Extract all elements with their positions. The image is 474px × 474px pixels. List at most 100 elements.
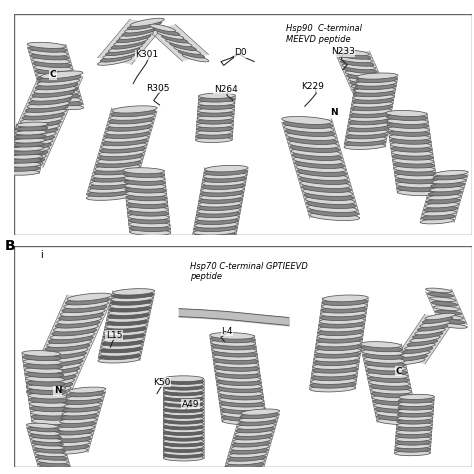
Polygon shape <box>310 298 368 389</box>
Ellipse shape <box>377 419 418 425</box>
Ellipse shape <box>60 309 105 317</box>
Ellipse shape <box>102 138 147 146</box>
Ellipse shape <box>13 138 46 143</box>
Ellipse shape <box>428 191 462 196</box>
Ellipse shape <box>110 299 153 305</box>
Ellipse shape <box>399 398 434 403</box>
Ellipse shape <box>362 349 403 356</box>
Ellipse shape <box>18 120 61 128</box>
Ellipse shape <box>104 329 146 336</box>
Ellipse shape <box>348 122 389 128</box>
Ellipse shape <box>339 57 373 63</box>
Text: i: i <box>40 250 43 260</box>
Ellipse shape <box>213 354 257 361</box>
Ellipse shape <box>203 176 246 182</box>
Ellipse shape <box>164 449 204 456</box>
Ellipse shape <box>199 197 242 203</box>
Ellipse shape <box>211 340 255 346</box>
Ellipse shape <box>361 346 402 352</box>
Ellipse shape <box>9 143 51 150</box>
Ellipse shape <box>86 193 132 201</box>
Ellipse shape <box>319 325 364 332</box>
Ellipse shape <box>363 353 404 359</box>
Ellipse shape <box>360 342 401 348</box>
Ellipse shape <box>397 355 428 361</box>
Polygon shape <box>420 172 468 222</box>
Ellipse shape <box>53 440 90 447</box>
Ellipse shape <box>396 437 431 442</box>
Text: N264: N264 <box>214 85 237 94</box>
Ellipse shape <box>107 124 152 131</box>
Ellipse shape <box>29 397 67 403</box>
Ellipse shape <box>38 359 83 367</box>
Polygon shape <box>225 411 280 470</box>
Ellipse shape <box>439 319 465 324</box>
Ellipse shape <box>375 410 417 417</box>
Ellipse shape <box>197 122 233 128</box>
Ellipse shape <box>311 378 356 384</box>
Ellipse shape <box>353 94 394 100</box>
Ellipse shape <box>196 126 233 131</box>
Ellipse shape <box>368 376 409 383</box>
Ellipse shape <box>127 202 168 209</box>
Ellipse shape <box>9 163 41 167</box>
Ellipse shape <box>164 427 204 433</box>
Ellipse shape <box>420 219 454 224</box>
Ellipse shape <box>192 236 235 242</box>
Ellipse shape <box>321 306 367 313</box>
Ellipse shape <box>371 392 412 398</box>
Ellipse shape <box>29 401 68 408</box>
Ellipse shape <box>309 209 358 217</box>
Ellipse shape <box>350 108 392 114</box>
Ellipse shape <box>432 178 466 184</box>
Ellipse shape <box>386 114 428 120</box>
Ellipse shape <box>219 397 264 403</box>
Ellipse shape <box>322 302 367 310</box>
Ellipse shape <box>25 372 64 378</box>
Ellipse shape <box>308 205 357 212</box>
Ellipse shape <box>37 77 76 83</box>
Ellipse shape <box>164 390 204 396</box>
Ellipse shape <box>101 142 146 149</box>
Ellipse shape <box>391 142 431 148</box>
Ellipse shape <box>96 160 141 168</box>
Ellipse shape <box>32 90 74 97</box>
Ellipse shape <box>0 162 43 169</box>
Ellipse shape <box>33 370 78 378</box>
Ellipse shape <box>214 365 259 371</box>
Ellipse shape <box>395 447 430 452</box>
Polygon shape <box>86 108 157 198</box>
Ellipse shape <box>91 179 136 186</box>
Ellipse shape <box>89 186 134 193</box>
Ellipse shape <box>106 47 140 55</box>
Ellipse shape <box>29 434 61 439</box>
Ellipse shape <box>13 142 45 147</box>
Ellipse shape <box>28 46 67 52</box>
Ellipse shape <box>34 65 73 72</box>
Ellipse shape <box>365 365 406 371</box>
Ellipse shape <box>182 54 209 62</box>
Ellipse shape <box>29 50 68 56</box>
Ellipse shape <box>32 419 71 425</box>
Ellipse shape <box>62 305 107 313</box>
Ellipse shape <box>370 384 410 390</box>
Ellipse shape <box>90 182 135 190</box>
Ellipse shape <box>9 166 40 171</box>
Ellipse shape <box>109 113 155 120</box>
Ellipse shape <box>231 445 269 451</box>
Ellipse shape <box>336 50 369 55</box>
Ellipse shape <box>149 24 175 32</box>
Ellipse shape <box>26 105 68 112</box>
Ellipse shape <box>318 329 364 336</box>
Ellipse shape <box>128 21 162 30</box>
Ellipse shape <box>67 293 112 301</box>
Ellipse shape <box>429 186 464 192</box>
Ellipse shape <box>348 118 390 125</box>
Ellipse shape <box>65 297 110 305</box>
Ellipse shape <box>52 445 89 450</box>
Polygon shape <box>360 344 418 422</box>
Ellipse shape <box>66 395 103 401</box>
Ellipse shape <box>396 429 432 435</box>
Text: N233: N233 <box>331 47 355 56</box>
Ellipse shape <box>37 459 69 464</box>
